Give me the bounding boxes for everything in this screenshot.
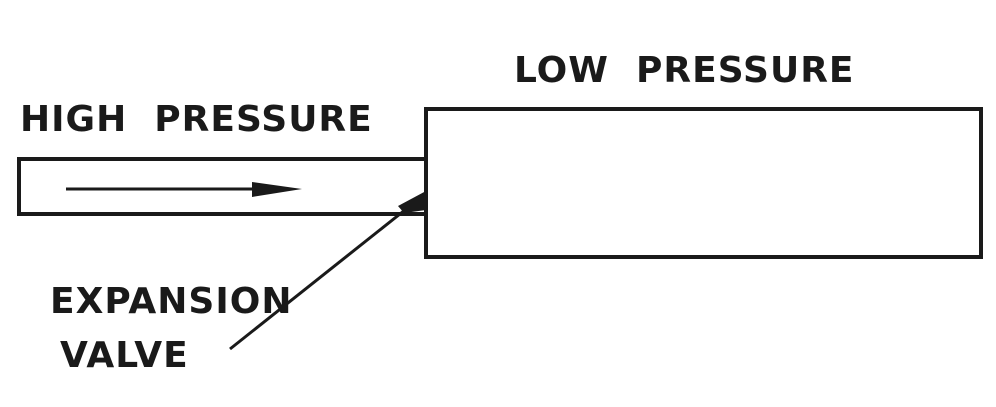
- high-pressure-label: HIGH PRESSURE: [20, 99, 373, 140]
- low-pressure-chamber: [424, 107, 983, 259]
- expansion-valve: [398, 191, 426, 213]
- expansion-valve-leader: [229, 204, 411, 351]
- expansion-valve-label-line1: EXPANSION: [50, 281, 293, 322]
- expansion-valve-label-line2: VALVE: [60, 335, 189, 376]
- high-pressure-pipe: [17, 157, 426, 216]
- low-pressure-label: LOW PRESSURE: [514, 50, 855, 91]
- flow-arrow-head: [252, 182, 302, 197]
